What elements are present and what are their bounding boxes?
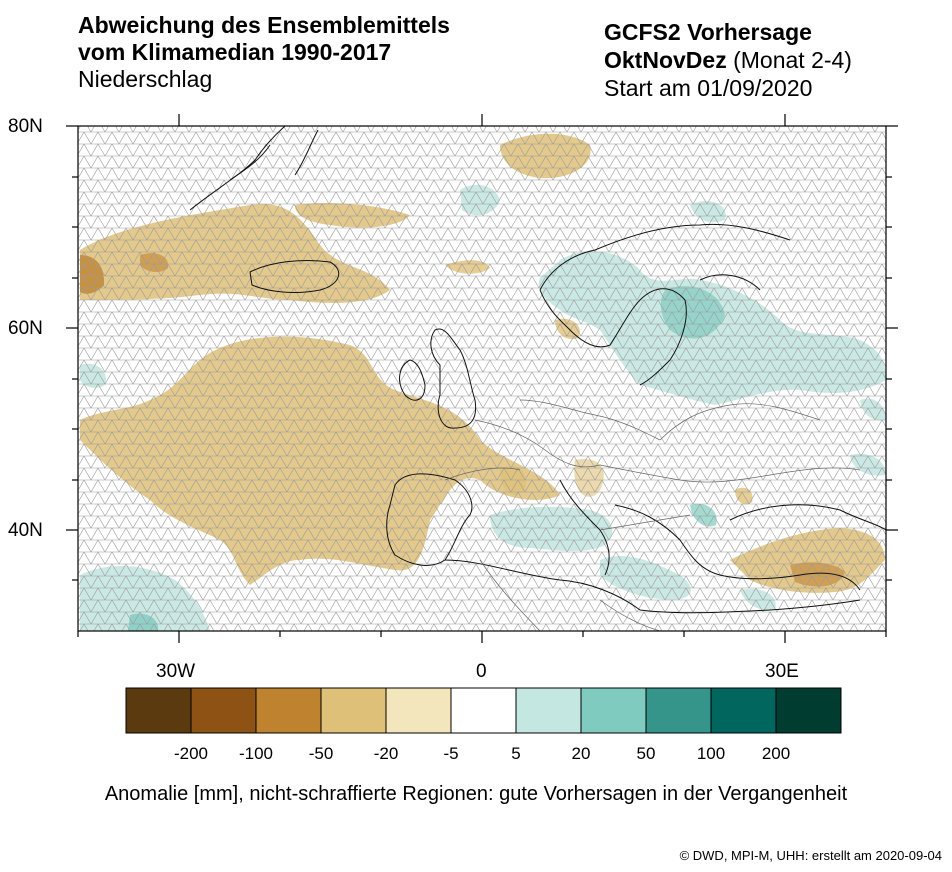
color-bar-swatch (385, 687, 452, 734)
model-label: GCFS2 Vorhersage (604, 19, 812, 45)
color-bar-label: 20 (571, 744, 591, 763)
variable-label: Niederschlag (78, 66, 213, 92)
color-bar-swatch (580, 687, 647, 734)
color-bar-swatch (775, 687, 842, 734)
color-bar-swatch (190, 687, 257, 734)
credit: © DWD, MPI-M, UHH: erstellt am 2020-09-0… (679, 848, 942, 863)
months-label: (Monat 2-4) (733, 47, 852, 73)
color-bar-label: 5 (511, 744, 521, 763)
lon-label-30w: 30W (156, 661, 196, 682)
caption: Anomalie [mm], nicht-schraffierte Region… (104, 783, 848, 805)
color-bar-label: -100 (238, 744, 274, 763)
lat-label-60n: 60N (8, 318, 43, 339)
color-bar-label: 100 (696, 744, 726, 763)
forecast-block: GCFS2 Vorhersage OktNovDez (Monat 2-4) S… (604, 18, 852, 102)
color-bar-label: -5 (443, 744, 459, 763)
color-bar-swatch (515, 687, 582, 734)
season-label: OktNovDez (604, 47, 727, 73)
start-date-label: Start am 01/09/2020 (604, 75, 813, 101)
title-line-1: Abweichung des Ensemblemittels (78, 12, 450, 38)
color-bar-label: 200 (761, 744, 791, 763)
coastlines (189, 126, 886, 614)
lon-label-0: 0 (476, 661, 487, 682)
lat-label-80n: 80N (8, 116, 43, 137)
color-bar-label: -200 (173, 744, 209, 763)
axis-ticks (66, 114, 898, 643)
color-bar-swatch (645, 687, 712, 734)
country-borders (444, 399, 861, 631)
color-bar-swatch (710, 687, 777, 734)
color-bar-label: -20 (373, 744, 399, 763)
color-bar (125, 687, 842, 734)
color-bar-swatch (320, 687, 387, 734)
lat-label-40n: 40N (8, 520, 43, 541)
title-line-2: vom Klimamedian 1990-2017 (78, 39, 392, 65)
lon-label-30e: 30E (765, 661, 799, 682)
color-bar-label: 50 (636, 744, 656, 763)
title-block: Abweichung des Ensemblemittels vom Klima… (78, 12, 450, 93)
color-bar-label: -50 (308, 744, 334, 763)
color-bar-swatch (255, 687, 322, 734)
color-bar-swatch (125, 687, 192, 734)
color-bar-swatch (450, 687, 517, 734)
hatching-overlay (78, 126, 886, 631)
